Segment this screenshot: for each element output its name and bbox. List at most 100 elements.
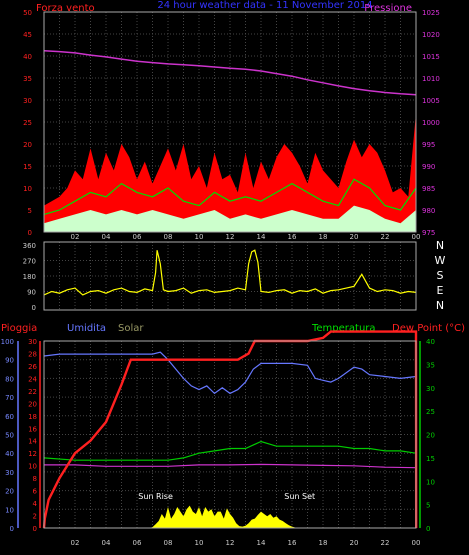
chart3-outer-left-tick-label: 10 — [5, 506, 14, 514]
chart3-dewpoint-label: Dew Point (°C) — [392, 323, 465, 334]
chart3-outer-left-ticks: 0 10 20 30 40 50 60 70 80 90 100 — [1, 338, 14, 533]
chart2-y-tick-label: 180 — [23, 273, 36, 281]
chart1-left-tick-label: 50 — [23, 9, 32, 17]
dewpoint-line — [44, 463, 417, 469]
chart3-outer-left-tick-label: 90 — [5, 357, 14, 365]
pressure-line — [43, 49, 417, 96]
chart1-right-tick-label: 1000 — [422, 119, 440, 127]
chart3-annotations: Sun Rise Sun Set — [138, 492, 315, 501]
chart3-inner-left-tick-label: 30 — [28, 338, 37, 346]
chart1-x-tick-label: 02 — [71, 233, 80, 241]
chart2-y-tick-label: 270 — [23, 258, 36, 266]
chart1-x-tick-label: 16 — [288, 233, 297, 241]
chart3-rain-label: Pioggia — [1, 323, 37, 334]
chart3-outer-left-tick-label: 0 — [10, 525, 14, 533]
temperature-line — [43, 440, 417, 461]
min-wind-area — [44, 205, 416, 232]
compass-label: N — [436, 299, 444, 312]
chart1-left-tick-label: 45 — [23, 31, 32, 39]
chart3-temperature-label: Temperatura — [311, 323, 376, 334]
compass-label: S — [437, 269, 444, 282]
rain-humidity-temp-panel: Pioggia Umidita Solar Temperatura Dew Po… — [1, 323, 465, 547]
chart3-x-tick-label: 04 — [102, 539, 111, 547]
chart3-inner-left-tick-label: 24 — [28, 375, 37, 383]
chart3-inner-left-tick-label: 0 — [33, 525, 37, 533]
chart3-inner-left-tick-label: 22 — [28, 388, 37, 396]
chart2-frame — [43, 241, 417, 311]
chart1-right-tick-label: 1005 — [422, 97, 440, 105]
chart3-right-tick-label: 15 — [426, 455, 435, 463]
gust-area — [44, 113, 416, 232]
wind-pressure-panel: 24 hour weather data - 11 November 2014 … — [23, 0, 440, 241]
chart1-left-tick-label: 15 — [23, 163, 32, 171]
chart2-series — [43, 249, 417, 296]
chart1-frame — [43, 11, 417, 233]
chart1-right-tick-label: 985 — [422, 185, 435, 193]
chart1-left-ticks: 0 5 10 15 20 25 30 35 40 45 50 — [23, 9, 32, 237]
chart3-humidity-label: Umidita — [67, 323, 106, 334]
sunrise-annotation: Sun Rise — [138, 492, 173, 501]
chart3-x-tick-label: 12 — [226, 539, 235, 547]
chart1-left-tick-label: 0 — [28, 229, 32, 237]
chart3-x-tick-label: 16 — [288, 539, 297, 547]
chart3-outer-left-tick-label: 80 — [5, 375, 14, 383]
chart1-right-tick-label: 995 — [422, 141, 435, 149]
chart3-outer-left-tick-label: 30 — [5, 469, 14, 477]
chart1-x-tick-label: 08 — [164, 233, 173, 241]
chart3-outer-left-tick-label: 50 — [5, 432, 14, 440]
chart1-right-tick-label: 980 — [422, 207, 435, 215]
chart3-inner-left-tick-label: 16 — [28, 425, 37, 433]
rain-line — [42, 330, 418, 529]
chart1-right-tick-label: 990 — [422, 163, 435, 171]
chart3-outer-left-tick-label: 60 — [5, 413, 14, 421]
chart1-right-tick-label: 1010 — [422, 75, 440, 83]
compass-label: W — [435, 254, 446, 267]
chart3-right-ticks: 0 5 10 15 20 25 30 35 40 — [426, 338, 435, 533]
chart3-frame — [43, 340, 417, 529]
chart3-inner-left-tick-label: 10 — [28, 463, 37, 471]
chart1-x-tick-label: 10 — [195, 233, 204, 241]
chart1-left-tick-label: 40 — [23, 53, 32, 61]
chart1-series — [43, 49, 417, 232]
chart3-outer-left-tick-label: 70 — [5, 394, 14, 402]
humidity-line — [43, 351, 417, 395]
chart1-x-tick-label: 04 — [102, 233, 111, 241]
chart1-right-tick-label: 1025 — [422, 9, 440, 17]
solar-area — [44, 505, 416, 528]
chart3-right-tick-label: 30 — [426, 385, 435, 393]
chart1-right-tick-label: 975 — [422, 229, 435, 237]
chart1-left-tick-label: 10 — [23, 185, 32, 193]
chart2-y-tick-label: 0 — [32, 304, 36, 312]
chart1-x-tick-label: 18 — [319, 233, 328, 241]
chart3-solar-label: Solar — [118, 323, 144, 334]
chart3-series — [42, 330, 418, 529]
chart3-x-tick-label: 18 — [319, 539, 328, 547]
chart1-right-tick-label: 1015 — [422, 53, 440, 61]
compass-label: E — [437, 284, 444, 297]
avg-wind-line — [43, 178, 417, 215]
chart1-left-tick-label: 25 — [23, 119, 32, 127]
compass-label: N — [436, 239, 444, 252]
chart1-right-tick-label: 1020 — [422, 31, 440, 39]
chart1-x-ticks: 02 04 06 08 10 12 14 16 18 20 22 00 — [71, 233, 421, 241]
chart3-right-tick-label: 20 — [426, 432, 435, 440]
chart1-title: 24 hour weather data - 11 November 2014 — [157, 0, 372, 11]
chart3-inner-left-tick-label: 26 — [28, 363, 37, 371]
chart3-x-tick-label: 08 — [164, 539, 173, 547]
chart3-inner-left-tick-label: 8 — [33, 475, 37, 483]
chart3-x-tick-label: 00 — [412, 539, 421, 547]
chart2-y-ticks: 0 90 180 270 360 — [23, 242, 36, 312]
chart2-y-tick-label: 90 — [27, 289, 36, 297]
chart1-right-ticks: 975 980 985 990 995 1000 1005 1010 1015 1020 1025 — [422, 9, 440, 237]
chart3-inner-left-tick-label: 2 — [33, 513, 37, 521]
chart1-x-tick-label: 14 — [257, 233, 266, 241]
chart3-inner-left-tick-label: 4 — [33, 500, 38, 508]
chart3-outer-left-tick-label: 100 — [1, 338, 14, 346]
chart3-right-tick-label: 40 — [426, 338, 435, 346]
chart3-right-tick-label: 0 — [426, 525, 430, 533]
chart3-inner-left-tick-label: 18 — [28, 413, 37, 421]
chart3-right-tick-label: 35 — [426, 361, 435, 369]
